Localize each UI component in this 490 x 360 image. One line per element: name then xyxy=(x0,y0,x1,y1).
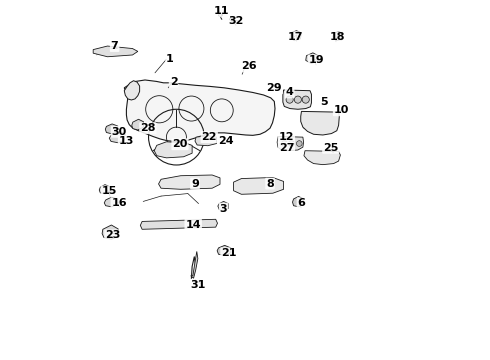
Polygon shape xyxy=(99,185,110,194)
Text: 12: 12 xyxy=(279,132,294,142)
Polygon shape xyxy=(218,202,228,211)
Circle shape xyxy=(281,141,287,147)
Text: 1: 1 xyxy=(166,54,174,64)
Polygon shape xyxy=(93,46,138,57)
Text: 18: 18 xyxy=(330,32,345,42)
Polygon shape xyxy=(102,225,118,239)
Polygon shape xyxy=(124,80,275,141)
Polygon shape xyxy=(304,151,341,165)
Polygon shape xyxy=(195,136,217,146)
Text: 11: 11 xyxy=(214,6,229,17)
Text: 32: 32 xyxy=(228,16,244,26)
Polygon shape xyxy=(217,246,231,255)
Text: 28: 28 xyxy=(140,123,156,133)
Circle shape xyxy=(296,141,302,147)
Text: 6: 6 xyxy=(297,198,305,208)
Text: 22: 22 xyxy=(201,132,217,142)
Polygon shape xyxy=(306,53,318,64)
Polygon shape xyxy=(283,90,312,109)
Text: 23: 23 xyxy=(105,230,121,240)
Text: 13: 13 xyxy=(119,136,134,147)
Circle shape xyxy=(294,96,301,103)
Text: 3: 3 xyxy=(220,203,227,213)
Text: 2: 2 xyxy=(170,77,177,87)
Text: 30: 30 xyxy=(112,127,127,137)
Text: 5: 5 xyxy=(320,97,327,107)
Circle shape xyxy=(302,96,309,103)
Polygon shape xyxy=(333,31,343,41)
Polygon shape xyxy=(290,31,301,41)
Polygon shape xyxy=(140,219,218,229)
Polygon shape xyxy=(104,197,118,207)
Text: 21: 21 xyxy=(221,248,237,258)
Text: 7: 7 xyxy=(111,41,119,51)
Text: 19: 19 xyxy=(309,55,324,65)
Polygon shape xyxy=(159,175,220,189)
Polygon shape xyxy=(277,136,304,151)
Text: 9: 9 xyxy=(191,179,199,189)
Text: 15: 15 xyxy=(101,186,117,197)
Text: 27: 27 xyxy=(279,143,294,153)
Polygon shape xyxy=(124,81,140,100)
Text: 31: 31 xyxy=(190,280,205,291)
Polygon shape xyxy=(218,13,223,17)
Polygon shape xyxy=(109,131,125,143)
Circle shape xyxy=(289,141,294,147)
Text: 10: 10 xyxy=(334,105,349,115)
Text: 16: 16 xyxy=(111,198,127,208)
Polygon shape xyxy=(234,177,284,194)
Polygon shape xyxy=(132,119,144,130)
Text: 8: 8 xyxy=(266,179,274,189)
Polygon shape xyxy=(293,197,304,207)
Text: 20: 20 xyxy=(172,139,188,149)
Polygon shape xyxy=(191,251,198,278)
Text: 25: 25 xyxy=(323,143,339,153)
Text: 24: 24 xyxy=(219,136,234,147)
Text: 4: 4 xyxy=(286,87,294,98)
Text: 17: 17 xyxy=(287,32,303,42)
Text: 29: 29 xyxy=(267,83,282,93)
Polygon shape xyxy=(105,124,118,134)
Polygon shape xyxy=(301,111,339,135)
Circle shape xyxy=(286,96,293,103)
Polygon shape xyxy=(154,142,192,158)
Text: 26: 26 xyxy=(241,62,256,71)
Polygon shape xyxy=(229,18,234,21)
Text: 14: 14 xyxy=(185,220,201,230)
